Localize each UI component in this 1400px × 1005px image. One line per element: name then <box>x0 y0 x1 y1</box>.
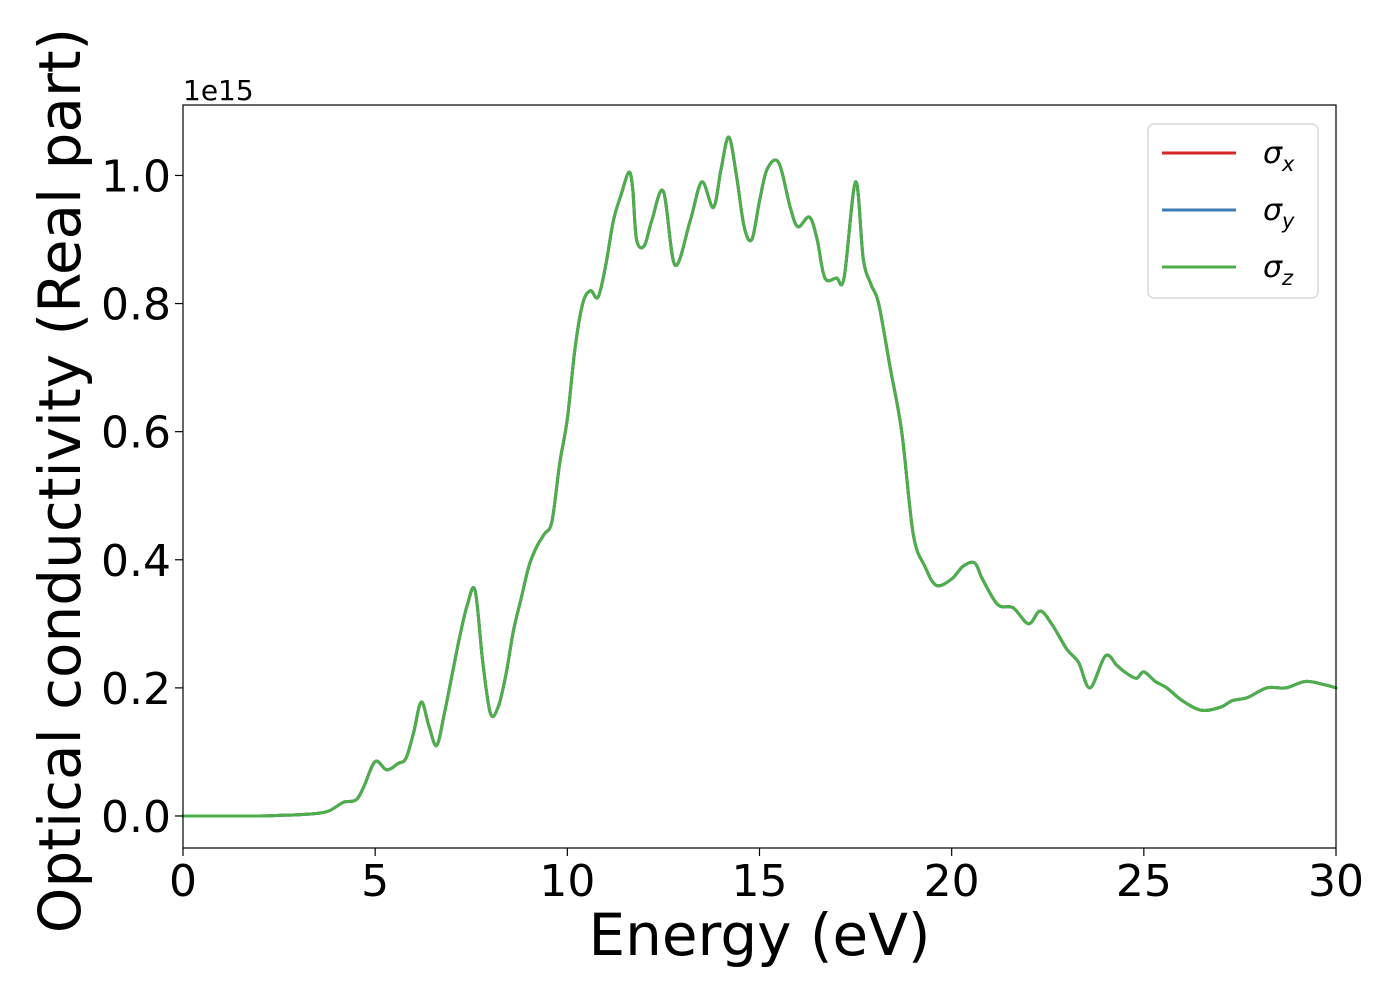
x-tick-label: 30 <box>1308 856 1364 907</box>
legend-subscript: y <box>1281 209 1295 233</box>
legend-subscript: x <box>1281 152 1295 176</box>
y-tick-label: 0.8 <box>101 280 171 331</box>
series-line-z <box>181 135 1338 818</box>
y-tick-label: 0.2 <box>101 664 171 715</box>
legend-symbol: σ <box>1263 193 1283 228</box>
x-tick-label: 15 <box>732 856 788 907</box>
x-axis-label: Energy (eV) <box>588 901 930 969</box>
x-tick-label: 0 <box>169 856 197 907</box>
y-tick-label: 0.0 <box>101 792 171 843</box>
y-tick-label: 0.6 <box>101 408 171 459</box>
ticks-layer: 0 5 10 15 20 25 30 0.0 0.2 0.4 0.6 0.8 1.0 <box>101 151 1364 907</box>
y-offset-label: 1e15 <box>183 74 254 107</box>
legend-symbol: σ <box>1263 250 1283 285</box>
x-tick-label: 25 <box>1116 856 1172 907</box>
legend-label-x: σx <box>1263 136 1295 176</box>
y-tick-label: 0.4 <box>101 536 171 587</box>
series-layer <box>181 135 1338 818</box>
x-tick-label: 20 <box>924 856 980 907</box>
legend-symbol: σ <box>1263 136 1283 171</box>
y-tick-label: 1.0 <box>101 151 171 202</box>
legend-label-y: σy <box>1263 193 1295 233</box>
x-tick-label: 10 <box>539 856 595 907</box>
y-axis-label: Optical conductivity (Real part) <box>26 28 94 933</box>
legend-subscript: z <box>1281 266 1294 290</box>
legend-label-z: σz <box>1263 250 1294 290</box>
x-tick-label: 5 <box>361 856 389 907</box>
